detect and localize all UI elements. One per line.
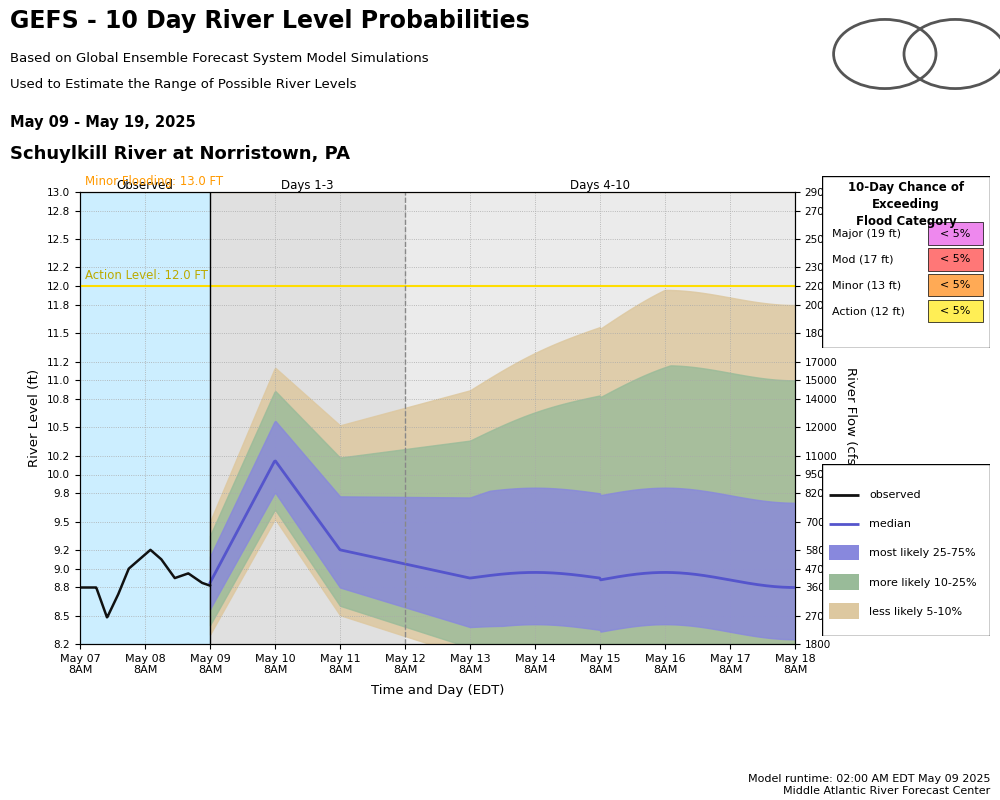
Text: more likely 10-25%: more likely 10-25% [869, 578, 977, 588]
Text: median: median [869, 519, 911, 530]
Text: Action Level: 12.0 FT: Action Level: 12.0 FT [85, 270, 208, 282]
Text: Middle Atlantic River Forecast Center: Middle Atlantic River Forecast Center [783, 786, 990, 796]
Text: Days 1-3: Days 1-3 [281, 179, 334, 192]
Text: most likely 25-75%: most likely 25-75% [869, 549, 976, 558]
Text: Minor (13 ft): Minor (13 ft) [832, 280, 901, 290]
Text: < 5%: < 5% [940, 229, 971, 238]
Text: Major (19 ft): Major (19 ft) [832, 229, 901, 238]
Bar [829, 603, 859, 619]
Text: Schuylkill River at Norristown, PA: Schuylkill River at Norristown, PA [10, 146, 350, 163]
Text: GEFS - 10 Day River Level Probabilities: GEFS - 10 Day River Level Probabilities [10, 9, 530, 33]
Text: < 5%: < 5% [940, 306, 971, 316]
Bar [928, 222, 983, 245]
Text: Days 4-10: Days 4-10 [570, 179, 630, 192]
Text: Model runtime: 02:00 AM EDT May 09 2025: Model runtime: 02:00 AM EDT May 09 2025 [748, 774, 990, 784]
Bar [928, 274, 983, 297]
Text: Action (12 ft): Action (12 ft) [832, 306, 905, 316]
Text: observed: observed [869, 490, 921, 500]
Y-axis label: River Flow (cfs): River Flow (cfs) [844, 366, 857, 470]
Text: May 09 - May 19, 2025: May 09 - May 19, 2025 [10, 114, 196, 130]
Text: < 5%: < 5% [940, 254, 971, 265]
Bar [829, 545, 859, 560]
Y-axis label: River Level (ft): River Level (ft) [28, 369, 41, 467]
Text: 10-Day Chance of
Exceeding
Flood Category: 10-Day Chance of Exceeding Flood Categor… [848, 181, 964, 228]
Text: Observed: Observed [117, 179, 173, 192]
X-axis label: Time and Day (EDT): Time and Day (EDT) [371, 684, 504, 697]
Text: Mod (17 ft): Mod (17 ft) [832, 254, 894, 265]
Text: Minor Flooding: 13.0 FT: Minor Flooding: 13.0 FT [85, 175, 224, 188]
Bar [210, 192, 405, 644]
Bar [405, 192, 795, 644]
Bar [928, 248, 983, 270]
Text: < 5%: < 5% [940, 280, 971, 290]
Text: Used to Estimate the Range of Possible River Levels: Used to Estimate the Range of Possible R… [10, 78, 357, 90]
Text: less likely 5-10%: less likely 5-10% [869, 607, 962, 617]
Bar [928, 300, 983, 322]
Bar [829, 574, 859, 590]
Bar [80, 192, 210, 644]
Text: Based on Global Ensemble Forecast System Model Simulations: Based on Global Ensemble Forecast System… [10, 52, 429, 65]
